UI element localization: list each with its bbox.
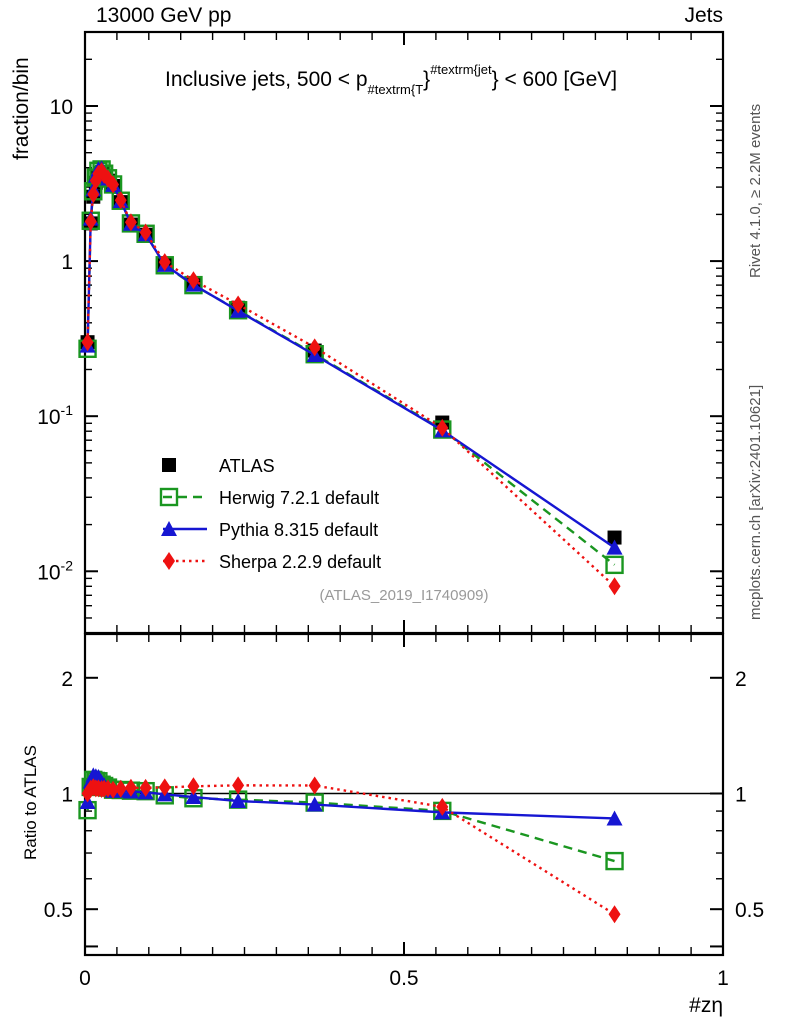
series-line bbox=[86, 169, 616, 588]
ratio-data-point bbox=[124, 778, 137, 797]
ratio-panel: 2 2 1 1 0.5 0.5 0 0.5 1 bbox=[44, 632, 764, 990]
data-point bbox=[605, 555, 624, 575]
y-tick-label: 10-2 bbox=[37, 557, 73, 584]
x-tick-label: 0.5 bbox=[389, 967, 418, 990]
svg-text:Inclusive jets, 500 < p#textrm: Inclusive jets, 500 < p#textrm{T}#textrm… bbox=[165, 62, 617, 97]
legend: ATLAS Herwig 7.2.1 default Pythia 8.315 de… bbox=[159, 456, 381, 572]
data-point bbox=[187, 271, 200, 290]
x-tick-label: 1 bbox=[717, 967, 729, 990]
legend-label: Herwig 7.2.1 default bbox=[219, 488, 379, 508]
legend-label: Sherpa 2.2.9 default bbox=[219, 552, 381, 572]
legend-label: Pythia 8.315 default bbox=[219, 520, 378, 540]
title-prefix: Inclusive jets, 500 < p bbox=[165, 68, 368, 91]
title-suffix: < 600 [GeV] bbox=[499, 68, 618, 91]
data-point bbox=[87, 185, 100, 204]
x-axis-label: #zη bbox=[689, 994, 723, 1017]
ratio-data-point bbox=[107, 780, 120, 799]
y-ratio-tick-label-right: 1 bbox=[735, 783, 747, 806]
title-brace-1: } bbox=[423, 68, 430, 91]
data-point bbox=[308, 338, 321, 357]
legend-item-sherpa[interactable]: Sherpa 2.2.9 default bbox=[163, 552, 381, 572]
ratio-data-point bbox=[605, 851, 624, 871]
mcplots-source-label: mcplots.cern.ch [arXiv:2401.10621] bbox=[747, 385, 764, 620]
y-ratio-tick-label: 2 bbox=[61, 668, 73, 691]
ratio-series-pythia bbox=[79, 767, 623, 826]
analysis-id-watermark: (ATLAS_2019_I1740909) bbox=[319, 587, 488, 604]
data-point bbox=[84, 212, 97, 231]
ratio-data-point bbox=[185, 789, 202, 805]
header-beam-label: 13000 GeV pp bbox=[96, 4, 231, 27]
ratio-series-sherpa bbox=[81, 776, 621, 924]
ratio-data-point bbox=[187, 777, 200, 796]
y-tick-label: 1 bbox=[61, 251, 73, 274]
y-axis-label-ratio: Ratio to ATLAS bbox=[21, 745, 40, 860]
data-point bbox=[608, 577, 621, 596]
ratio-data-point bbox=[139, 778, 152, 797]
ratio-data-point bbox=[306, 796, 323, 812]
ratio-data-point bbox=[608, 905, 621, 924]
ratio-data-point bbox=[158, 778, 171, 797]
title-superscript: #textrm{jet bbox=[430, 62, 492, 77]
legend-item-atlas[interactable]: ATLAS bbox=[162, 456, 275, 476]
main-panel-frame bbox=[83, 30, 725, 635]
header-analysis-label: Jets bbox=[684, 4, 723, 27]
data-point bbox=[114, 191, 127, 210]
series-sherpa bbox=[81, 162, 621, 596]
rivet-version-label: Rivet 4.1.0, ≥ 2.2M events bbox=[747, 104, 764, 278]
y-axis-label-main: fraction/bin bbox=[10, 57, 33, 160]
data-point bbox=[606, 539, 623, 555]
legend-marker bbox=[159, 487, 179, 507]
y-ratio-tick-label: 1 bbox=[61, 783, 73, 806]
y-ratio-tick-label-right: 2 bbox=[735, 668, 747, 691]
ratio-data-point bbox=[232, 776, 245, 795]
data-point bbox=[107, 175, 120, 194]
main-plot-title: Inclusive jets, 500 < p#textrm{T}#textrm… bbox=[165, 62, 617, 97]
ratio-panel-frame bbox=[83, 632, 725, 957]
legend-marker bbox=[162, 458, 176, 472]
y-tick-label: 10 bbox=[50, 96, 73, 119]
data-point bbox=[232, 295, 245, 314]
legend-marker bbox=[161, 521, 177, 536]
data-point bbox=[436, 418, 449, 437]
main-panel: 10 1 10-1 10-2 bbox=[37, 30, 725, 635]
legend-item-herwig[interactable]: Herwig 7.2.1 default bbox=[159, 487, 379, 508]
data-point bbox=[81, 333, 94, 352]
ratio-data-point bbox=[436, 797, 449, 816]
series-herwig bbox=[78, 160, 624, 575]
x-tick-label: 0 bbox=[79, 967, 91, 990]
y-tick-label: 10-1 bbox=[37, 402, 73, 429]
data-point bbox=[607, 530, 622, 545]
ratio-data-point bbox=[308, 776, 321, 795]
data-point bbox=[124, 213, 137, 232]
data-point bbox=[158, 253, 171, 272]
title-brace-2: } bbox=[492, 68, 499, 91]
data-point bbox=[139, 223, 152, 242]
legend-item-pythia[interactable]: Pythia 8.315 default bbox=[161, 520, 378, 540]
ratio-data-point bbox=[114, 779, 127, 798]
y-ratio-tick-label: 0.5 bbox=[44, 899, 73, 922]
title-subscript: #textrm{T bbox=[368, 82, 424, 97]
ratio-data-point bbox=[606, 810, 623, 826]
y-ratio-tick-label-right: 0.5 bbox=[735, 899, 764, 922]
legend-label: ATLAS bbox=[219, 456, 275, 476]
ratio-data-point bbox=[230, 793, 247, 809]
legend-marker bbox=[163, 552, 175, 570]
